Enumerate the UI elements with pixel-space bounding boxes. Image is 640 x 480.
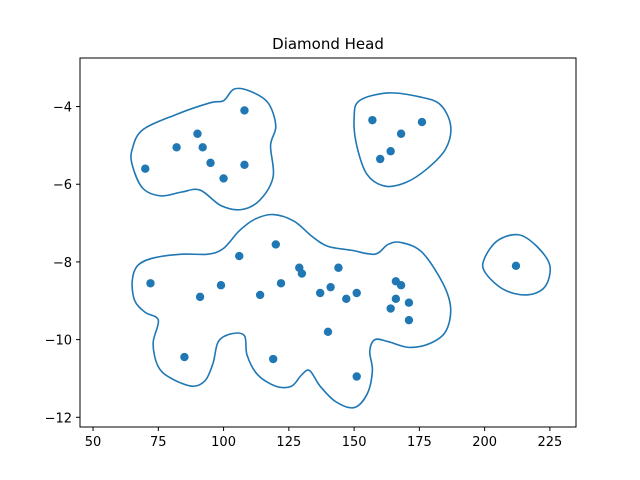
y-tick-label: −8 <box>53 256 72 271</box>
y-tick-label: −10 <box>45 334 72 349</box>
contour-lines <box>130 87 552 409</box>
contour-line-4 <box>481 233 552 296</box>
data-point-5 <box>206 158 215 168</box>
data-point-6 <box>240 160 249 170</box>
chart-title: Diamond Head <box>272 35 384 53</box>
y-tick-label: −6 <box>53 178 72 193</box>
data-point-4 <box>198 143 207 152</box>
data-point-33 <box>404 315 414 325</box>
data-point-27 <box>255 290 265 300</box>
contour-line-2 <box>353 92 452 188</box>
data-point-22 <box>326 282 335 292</box>
data-point-13 <box>376 154 385 164</box>
data-point-21 <box>216 281 226 290</box>
data-point-7 <box>141 164 150 173</box>
data-point-8 <box>219 174 228 183</box>
x-tick-label: 150 <box>342 435 367 450</box>
data-point-12 <box>386 147 395 156</box>
data-point-29 <box>342 294 351 304</box>
plot-frame <box>79 57 577 428</box>
y-tick-label: −12 <box>45 411 72 426</box>
data-point-1 <box>240 106 249 115</box>
x-tick-label: 125 <box>276 435 301 450</box>
x-tick-label: 225 <box>537 435 562 450</box>
data-point-36 <box>268 354 278 364</box>
data-point-38 <box>511 261 521 271</box>
data-point-15 <box>235 251 244 261</box>
x-tick-label: 100 <box>211 435 236 450</box>
data-point-17 <box>334 263 343 272</box>
data-point-37 <box>352 372 361 381</box>
contour-line-3 <box>131 213 452 409</box>
data-point-11 <box>396 129 406 138</box>
data-point-14 <box>271 240 280 249</box>
data-point-2 <box>193 129 202 138</box>
data-point-18 <box>297 269 307 278</box>
contour-line-1 <box>130 87 277 211</box>
data-point-28 <box>195 292 205 302</box>
data-point-31 <box>404 298 414 307</box>
data-point-26 <box>352 288 361 298</box>
data-points <box>141 106 521 381</box>
data-point-32 <box>386 304 395 313</box>
x-tick-label: 175 <box>407 435 432 450</box>
x-tick-label: 50 <box>85 435 102 450</box>
data-point-19 <box>146 279 155 288</box>
data-point-25 <box>315 288 325 298</box>
x-tick-label: 75 <box>150 435 167 450</box>
data-point-30 <box>391 294 401 304</box>
data-point-9 <box>368 115 377 125</box>
axes: 50 75 100 125 150 175 200 225 −12 −10 −8 −6 −4 <box>45 57 577 450</box>
data-point-10 <box>417 117 427 127</box>
data-point-3 <box>172 143 181 152</box>
data-point-35 <box>180 352 189 362</box>
x-tick-label: 200 <box>472 435 497 450</box>
data-point-20 <box>276 279 286 288</box>
y-tick-label: −4 <box>53 101 72 116</box>
data-point-34 <box>323 327 333 337</box>
data-point-24 <box>396 281 406 290</box>
